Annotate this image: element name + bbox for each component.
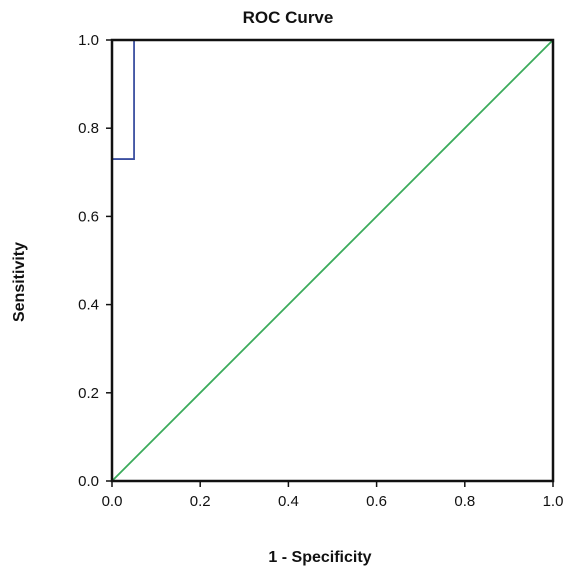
series-layer <box>111 39 554 482</box>
y-axis-label: Sensitivity <box>11 242 28 322</box>
reference-diagonal-line <box>111 39 554 482</box>
chart-title: ROC Curve <box>243 8 334 27</box>
y-tick-label: 0.2 <box>78 385 99 402</box>
x-tick-label: 0.2 <box>190 493 211 510</box>
x-tick-label: 0.4 <box>278 493 299 510</box>
x-axis-label: 1 - Specificity <box>268 549 371 566</box>
y-tick-label: 0.4 <box>78 297 99 314</box>
y-tick-label: 0.6 <box>78 208 99 225</box>
x-tick-label: 1.0 <box>543 493 564 510</box>
plot-frame <box>110 38 555 483</box>
x-tick-label: 0.6 <box>366 493 387 510</box>
x-tick-label: 0.0 <box>102 493 123 510</box>
y-tick-label: 1.0 <box>78 32 99 49</box>
ticks-layer: 0.0 0.2 0.4 0.6 0.8 1.0 0.0 0.2 0.4 0.6 0.8 1.0 <box>78 32 563 510</box>
y-tick-label: 0.0 <box>78 473 99 490</box>
y-tick-label: 0.8 <box>78 120 99 137</box>
roc-curve-line <box>112 40 135 160</box>
x-tick-label: 0.8 <box>454 493 475 510</box>
